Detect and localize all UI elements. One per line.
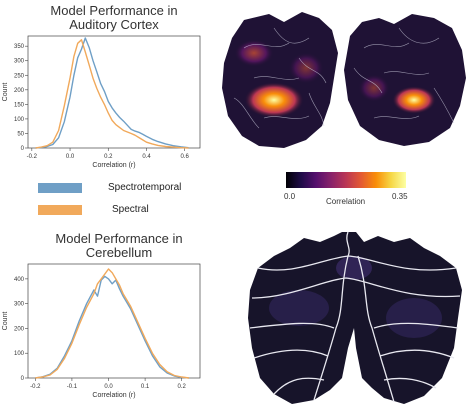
left-hemisphere bbox=[222, 12, 338, 148]
x-tick-label: -0.2 bbox=[30, 384, 41, 390]
left-hot-region bbox=[244, 82, 304, 118]
y-tick-label: 150 bbox=[14, 102, 25, 108]
x-tick-label: -0.1 bbox=[67, 384, 78, 390]
legend-swatch-spectrotemporal bbox=[38, 182, 82, 193]
auditory-histogram-chart: -0.2 0.0 0.2 0.4 0.6 0 50 100 150 200 250 300 350 Cor… bbox=[2, 35, 201, 169]
colorbar-min-label: 0.0 bbox=[284, 192, 296, 201]
cerebellum-flatmap bbox=[248, 231, 462, 404]
cerebellum-histogram-chart: -0.2 -0.1 0.0 0.1 0.2 0 100 200 300 400 Correlatio… bbox=[2, 263, 201, 399]
left-warm-region-2 bbox=[288, 52, 324, 84]
auditory-title-line1: Model Performance in bbox=[50, 3, 178, 18]
cerebellum-surface bbox=[248, 232, 462, 404]
colorbar-max-label: 0.35 bbox=[392, 192, 408, 201]
legend-label-spectral: Spectral bbox=[112, 204, 149, 215]
y-axis-label: Count bbox=[2, 83, 9, 102]
y-tick-label: 400 bbox=[14, 277, 25, 283]
y-tick-label: 200 bbox=[14, 326, 25, 332]
cortex-flatmap bbox=[222, 12, 466, 148]
legend-item-spectral: Spectral bbox=[38, 204, 149, 215]
y-axis-label: Count bbox=[2, 312, 9, 331]
plot-frame bbox=[27, 263, 201, 379]
auditory-title: Model Performance in Auditory Cortex bbox=[14, 4, 214, 32]
cerebellum-title-line2: Cerebellum bbox=[85, 245, 153, 260]
y-tick-label: 100 bbox=[14, 117, 25, 123]
cerebellum-lobule-boundaries bbox=[249, 231, 461, 403]
right-warm-region bbox=[358, 74, 390, 102]
x-tick-label: 0.6 bbox=[181, 154, 190, 160]
left-warm-region-1 bbox=[234, 39, 274, 67]
series-line-spectral bbox=[35, 268, 190, 379]
y-tick-label: 0 bbox=[21, 146, 25, 152]
cerebellum-title: Model Performance in Cerebellum bbox=[14, 232, 224, 260]
x-tick-label: 0.0 bbox=[66, 154, 75, 160]
x-tick-label: 0.4 bbox=[142, 154, 151, 160]
legend-label-spectrotemporal: Spectrotemporal bbox=[108, 182, 182, 193]
x-tick-label: 0.2 bbox=[178, 384, 187, 390]
x-axis-label: Correlation (r) bbox=[92, 162, 135, 169]
x-tick-label: -0.2 bbox=[27, 154, 38, 160]
right-hot-region bbox=[392, 86, 436, 114]
colorbar-title: Correlation bbox=[326, 197, 366, 206]
y-tick-label: 100 bbox=[14, 351, 25, 357]
series-line-spectrotemporal bbox=[35, 275, 190, 379]
right-hemisphere bbox=[344, 14, 466, 146]
y-tick-label: 50 bbox=[17, 131, 24, 137]
series-line-spectral bbox=[35, 39, 189, 149]
y-tick-label: 0 bbox=[21, 376, 25, 382]
legend-item-spectrotemporal: Spectrotemporal bbox=[38, 182, 181, 193]
x-axis-label: Correlation (r) bbox=[92, 392, 135, 399]
x-tick-label: 0.1 bbox=[141, 384, 150, 390]
colorbar bbox=[286, 172, 406, 188]
y-tick-label: 300 bbox=[14, 59, 25, 65]
cerebellum-title-line1: Model Performance in bbox=[55, 231, 183, 246]
x-tick-label: 0.0 bbox=[104, 384, 113, 390]
y-tick-label: 300 bbox=[14, 302, 25, 308]
plot-frame bbox=[27, 35, 201, 149]
y-tick-label: 250 bbox=[14, 73, 25, 79]
y-tick-label: 350 bbox=[14, 44, 25, 50]
auditory-title-line2: Auditory Cortex bbox=[69, 17, 159, 32]
series-line-spectrotemporal bbox=[35, 37, 189, 149]
y-tick-label: 200 bbox=[14, 88, 25, 94]
x-tick-label: 0.2 bbox=[104, 154, 113, 160]
legend-swatch-spectral bbox=[38, 204, 82, 215]
